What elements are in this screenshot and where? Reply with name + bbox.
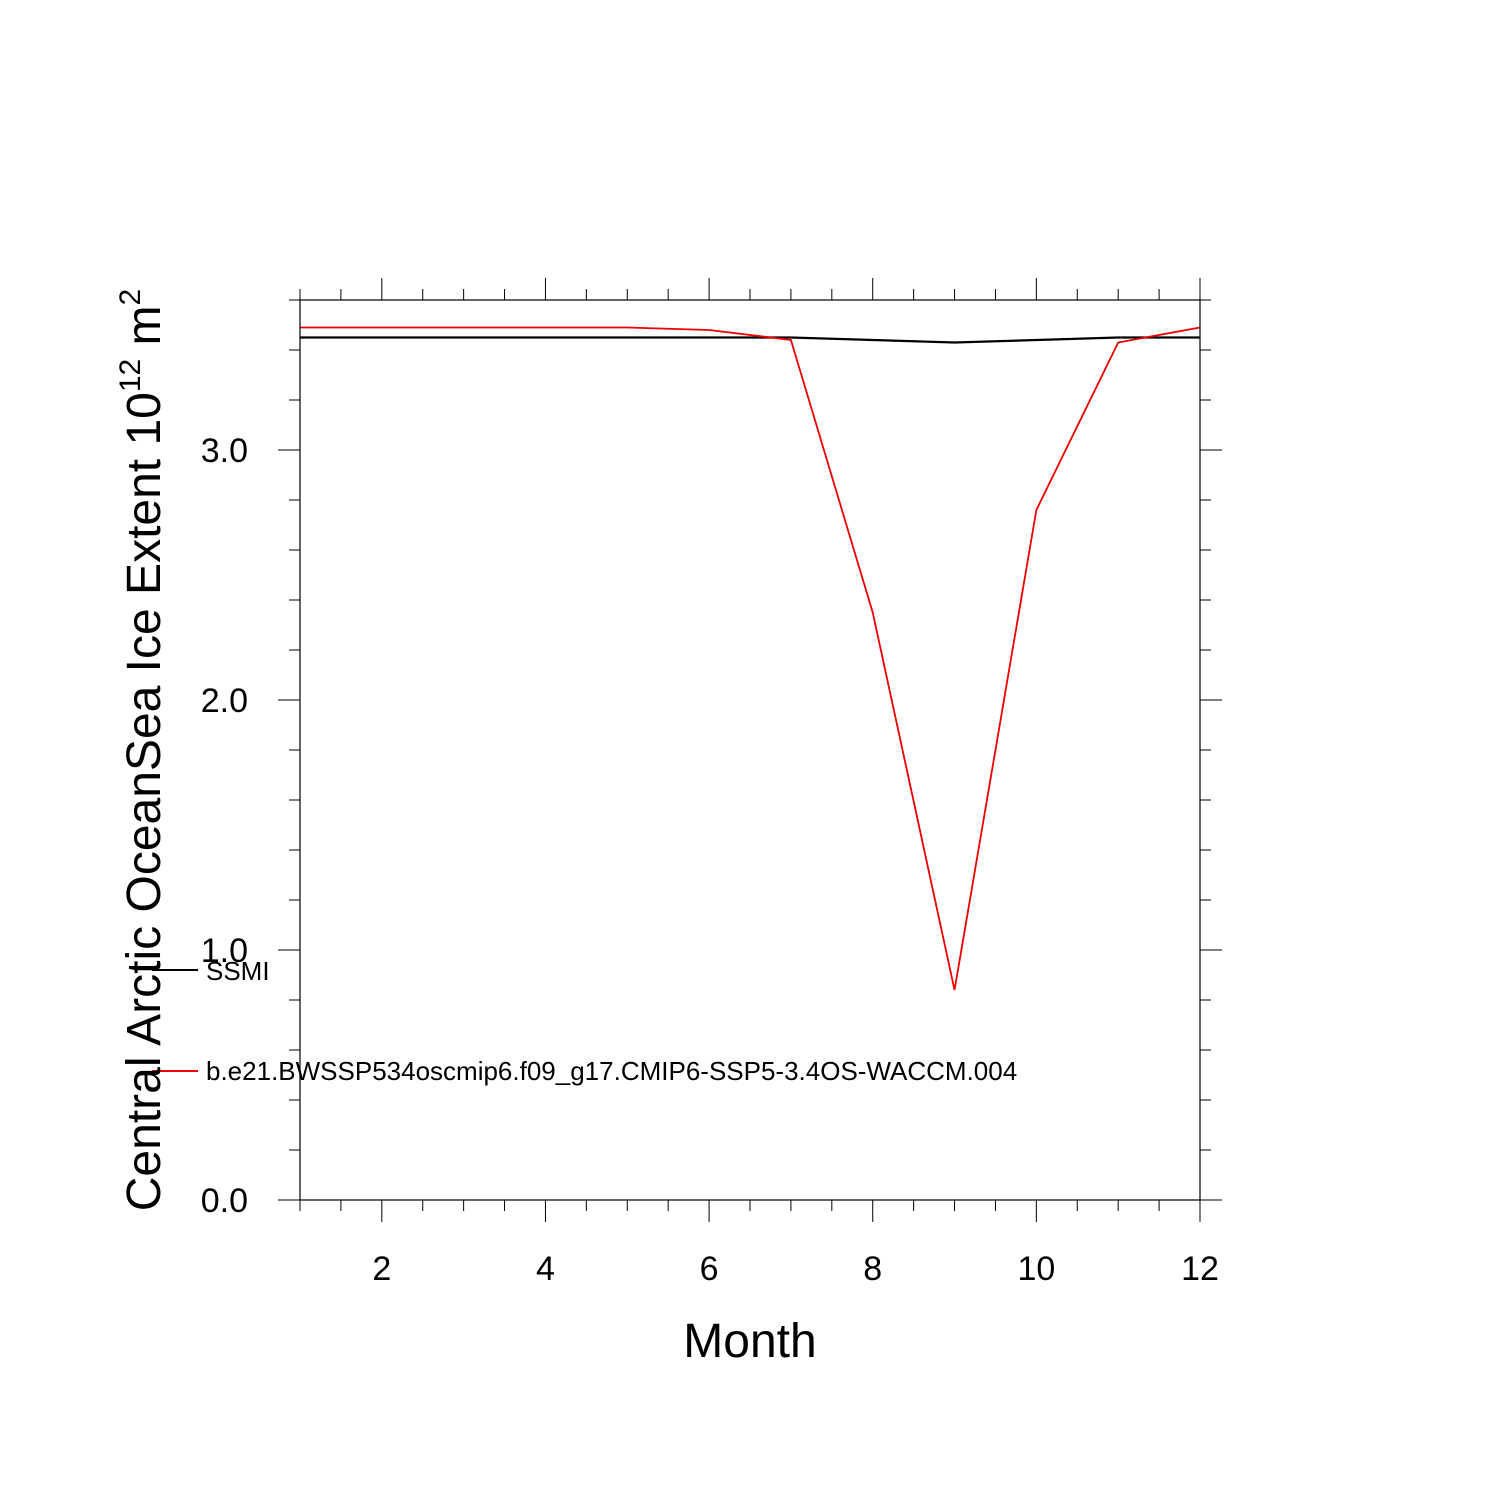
x-tick-label: 4 bbox=[536, 1250, 555, 1288]
legend-label-waccm: b.e21.BWSSP534oscmip6.f09_g17.CMIP6-SSP5… bbox=[206, 1056, 1017, 1086]
tick-labels-layer: 2 4 6 8 10 12 0.0 1.0 2.0 3.0 bbox=[201, 432, 1219, 1288]
x-tick-label: 10 bbox=[1017, 1250, 1055, 1288]
series-line-0 bbox=[300, 336, 1200, 344]
legend: SSMI b.e21.BWSSP534oscmip6.f09_g17.CMIP6… bbox=[152, 956, 1017, 1086]
y-axis-label-exponent: 12 bbox=[114, 359, 147, 392]
x-tick-label: 2 bbox=[372, 1250, 391, 1288]
ticks-layer bbox=[278, 278, 1222, 1222]
x-axis-label: Month bbox=[683, 1315, 816, 1368]
y-tick-label: 3.0 bbox=[201, 432, 248, 470]
y-axis-label: Central Arctic OceanSea Ice Extent 1012 … bbox=[114, 289, 171, 1211]
y-tick-label: 1.0 bbox=[201, 932, 248, 970]
y-axis-label-unit: m bbox=[118, 305, 171, 358]
series-line-1 bbox=[300, 326, 1201, 991]
x-tick-label: 8 bbox=[863, 1250, 882, 1288]
series-layer bbox=[300, 326, 1201, 991]
legend-label-ssmi: SSMI bbox=[206, 956, 270, 986]
y-axis-label-main: Central Arctic OceanSea Ice Extent 10 bbox=[118, 392, 171, 1211]
y-axis-label-unit-exponent: 2 bbox=[114, 289, 147, 306]
x-tick-label: 12 bbox=[1181, 1250, 1219, 1288]
y-tick-label: 0.0 bbox=[201, 1182, 248, 1220]
y-tick-label: 2.0 bbox=[201, 682, 248, 720]
x-tick-label: 6 bbox=[700, 1250, 719, 1288]
